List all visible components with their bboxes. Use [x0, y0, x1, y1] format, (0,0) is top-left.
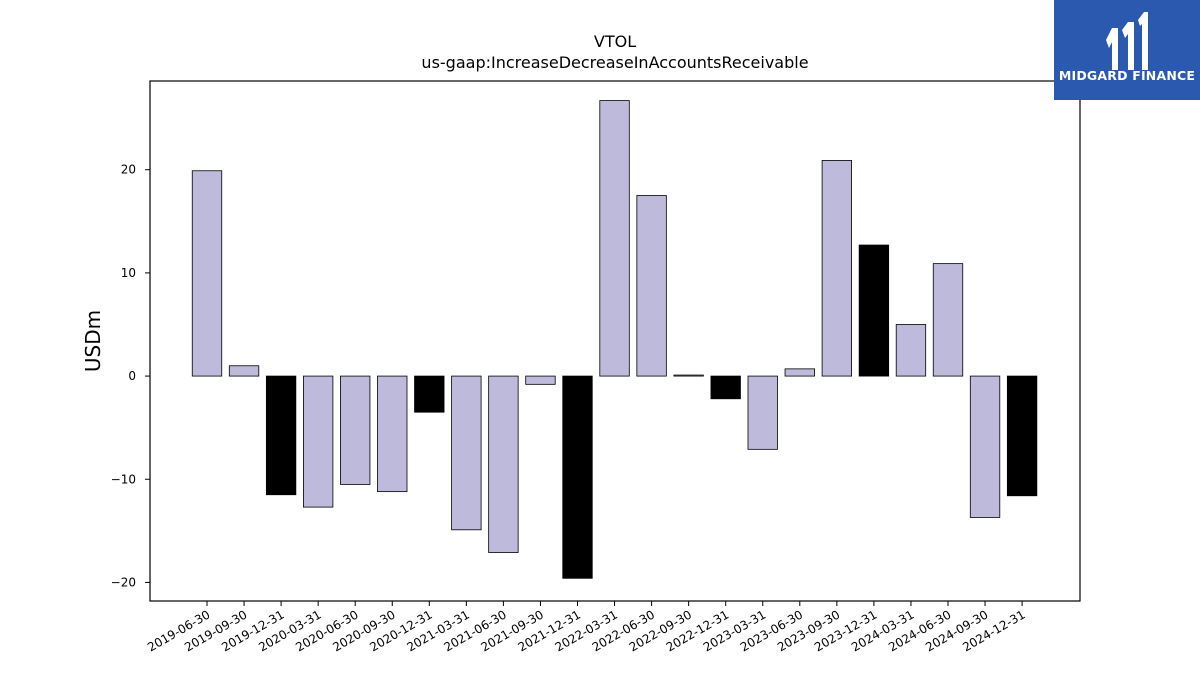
bar: [451, 375, 482, 531]
bar: [340, 375, 371, 485]
brand-logo-icon: [1106, 12, 1148, 70]
bar: [784, 368, 815, 377]
bar: [1006, 375, 1038, 497]
bar: [636, 195, 667, 377]
bar: [673, 374, 704, 377]
brand-logo: MIDGARD FINANCE: [1054, 0, 1200, 100]
bar: [895, 324, 927, 377]
bar: [562, 375, 593, 579]
y-tick-label: 0: [128, 369, 136, 383]
bar: [228, 365, 260, 377]
bar: [969, 375, 1001, 518]
y-tick-label: −20: [111, 575, 136, 589]
bar: [747, 375, 778, 450]
bar: [599, 100, 630, 377]
bar: [191, 170, 223, 377]
bar: [265, 375, 297, 496]
bar: [488, 375, 519, 553]
bar: [377, 375, 408, 493]
chart-subtitle: us-gaap:IncreaseDecreaseInAccountsReceiv…: [421, 53, 809, 72]
bar: [821, 160, 852, 377]
y-tick-label: −10: [111, 472, 136, 486]
y-tick-label: 10: [121, 266, 136, 280]
bar: [932, 263, 964, 377]
y-tick-label: 20: [121, 163, 136, 177]
bar: [525, 375, 556, 385]
y-axis-label: USDm: [81, 310, 105, 372]
brand-name: MIDGARD FINANCE: [1058, 68, 1196, 83]
chart-title: VTOL: [593, 32, 637, 51]
bar: [302, 375, 334, 508]
bar: [710, 375, 741, 400]
bar: [414, 375, 445, 413]
bar: [858, 244, 890, 377]
